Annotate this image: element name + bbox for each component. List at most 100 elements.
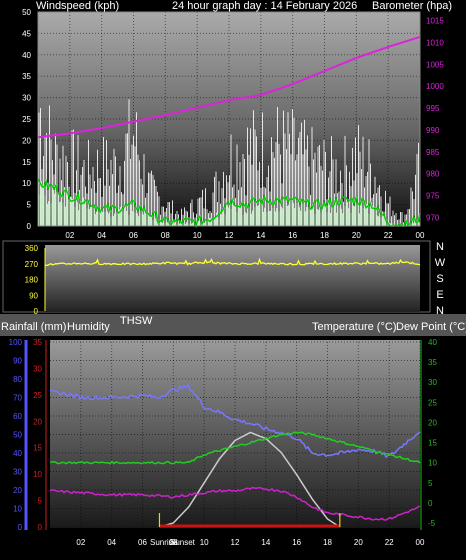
humidity-axis-tick-label: 70 [13, 394, 22, 403]
barometer-axis-title: Barometer (hpa) [372, 0, 452, 12]
low-time-tick-label: 10 [200, 538, 209, 547]
barometer-axis-tick-label: 980 [426, 170, 440, 179]
barometer-axis-tick-label: 975 [426, 191, 440, 200]
sunrise-label: Sunrise [150, 538, 178, 547]
dewpoint-line [49, 486, 421, 521]
low-time-tick-label: 20 [354, 538, 363, 547]
temp-axis-tick-label: 25 [428, 398, 437, 407]
humidity-axis-tick-label: 50 [13, 431, 22, 440]
barometer-axis-tick-label: 995 [426, 104, 440, 113]
compass-label: S [436, 273, 443, 285]
wind-time-tick-label: 20 [352, 231, 361, 240]
rain-axis-tick-label: 20 [33, 417, 42, 426]
wind-plot-frame [37, 11, 421, 227]
humidity-axis-tick-label: 80 [13, 375, 22, 384]
temp-axis-tick-label: 40 [428, 338, 437, 347]
temp-axis-tick-label: 30 [428, 378, 437, 387]
rain-axis-tick-label: 5 [38, 497, 43, 506]
rainfall-axis-title: Rainfall (mm) [1, 321, 66, 333]
low-time-tick-label: 14 [261, 538, 270, 547]
barometer-axis-tick-label: 1000 [426, 82, 444, 91]
wind-direction-line [44, 257, 420, 267]
rain-axis-tick-label: 0 [38, 523, 43, 532]
temp-axis-tick-label: 5 [428, 479, 433, 488]
low-time-tick-label: 06 [138, 538, 147, 547]
low-time-tick-label: 04 [107, 538, 116, 547]
humidity-axis-title: Humidity [67, 321, 110, 333]
wind-time-tick-label: 08 [161, 231, 170, 240]
wind-time-tick-label: 00 [416, 231, 425, 240]
humidity-axis-tick-label: 100 [9, 338, 23, 347]
wind-axis-tick-label: 25 [22, 115, 31, 124]
barometer-axis-tick-label: 1010 [426, 39, 444, 48]
wind-time-tick-label: 02 [65, 231, 74, 240]
low-time-tick-label: 16 [292, 538, 301, 547]
low-time-tick-label: 08 [169, 538, 178, 547]
temp-axis-tick-label: 20 [428, 418, 437, 427]
compass-label: N [436, 305, 444, 317]
compass-label: W [435, 257, 446, 269]
wind-time-tick-label: 04 [97, 231, 106, 240]
chart-title: 24 hour graph day : 14 February 2026 [172, 0, 357, 12]
temp-axis-tick-label: -5 [428, 519, 436, 528]
thsw-curve [159, 431, 341, 528]
humidity-line [49, 383, 421, 459]
temp-axis-tick-label: 35 [428, 358, 437, 367]
wind-axis-tick-label: 0 [27, 222, 32, 231]
wind-time-tick-label: 12 [225, 231, 234, 240]
bottom-header-strip [0, 314, 466, 336]
wind-axis-tick-label: 20 [22, 136, 31, 145]
humidity-axis-tick-label: 30 [13, 468, 22, 477]
humidity-axis-tick-label: 20 [13, 486, 22, 495]
compass-label: E [436, 289, 443, 301]
rain-axis-tick-label: 30 [33, 364, 42, 373]
low-time-tick-label: 00 [416, 538, 425, 547]
dewpoint-axis-title: Dew Point (°C) [396, 321, 466, 333]
direction-axis-tick-label: 270 [25, 260, 39, 269]
windspeed-axis-title: Windspeed (kph) [36, 0, 119, 12]
low-time-tick-label: 02 [76, 538, 85, 547]
humidity-axis-tick-label: 90 [13, 357, 22, 366]
wind-time-tick-label: 06 [129, 231, 138, 240]
temperature-axis-title: Temperature (°C) [312, 321, 396, 333]
humidity-axis-tick-label: 60 [13, 412, 22, 421]
temp-axis-tick-label: 15 [428, 439, 437, 448]
wind-axis-tick-label: 5 [27, 201, 32, 210]
temp-axis-tick-label: 0 [428, 499, 433, 508]
barometer-axis-tick-label: 1015 [426, 17, 444, 26]
rain-axis-tick-label: 25 [33, 391, 42, 400]
bottom-plot-area [50, 340, 420, 528]
low-time-tick-label: 22 [385, 538, 394, 547]
barometer-axis-tick-label: 985 [426, 148, 440, 157]
wind-axis-tick-label: 45 [22, 29, 31, 38]
direction-plot-area [45, 245, 420, 312]
wind-axis-tick-label: 15 [22, 158, 31, 167]
wind-time-tick-label: 16 [288, 231, 297, 240]
humidity-axis-tick-label: 10 [13, 505, 22, 514]
low-time-tick-label: 12 [231, 538, 240, 547]
wind-axis-tick-label: 50 [22, 8, 31, 17]
barometer-axis-tick-label: 990 [426, 126, 440, 135]
humidity-axis-tick-label: 40 [13, 449, 22, 458]
temperature-line [49, 431, 421, 465]
wind-axis-tick-label: 10 [22, 179, 31, 188]
wind-time-tick-label: 18 [320, 231, 329, 240]
wind-time-tick-label: 14 [256, 231, 265, 240]
wind-time-tick-label: 22 [384, 231, 393, 240]
rain-axis-tick-label: 10 [33, 470, 42, 479]
wind-time-tick-label: 10 [193, 231, 202, 240]
axis-layer: 0510152025303540455097097598098599099510… [9, 8, 446, 547]
rain-axis-tick-label: 15 [33, 444, 42, 453]
direction-axis-tick-label: 90 [29, 291, 38, 300]
barometer-line [37, 35, 421, 139]
wind-avg-line [37, 178, 421, 229]
wind-axis-tick-label: 35 [22, 72, 31, 81]
direction-axis-tick-label: 180 [25, 276, 39, 285]
humidity-axis-tick-label: 0 [18, 523, 23, 532]
temp-axis-tick-label: 10 [428, 459, 437, 468]
low-time-tick-label: 18 [323, 538, 332, 547]
direction-axis-tick-label: 360 [25, 244, 39, 253]
thsw-label: THSW [120, 315, 153, 327]
